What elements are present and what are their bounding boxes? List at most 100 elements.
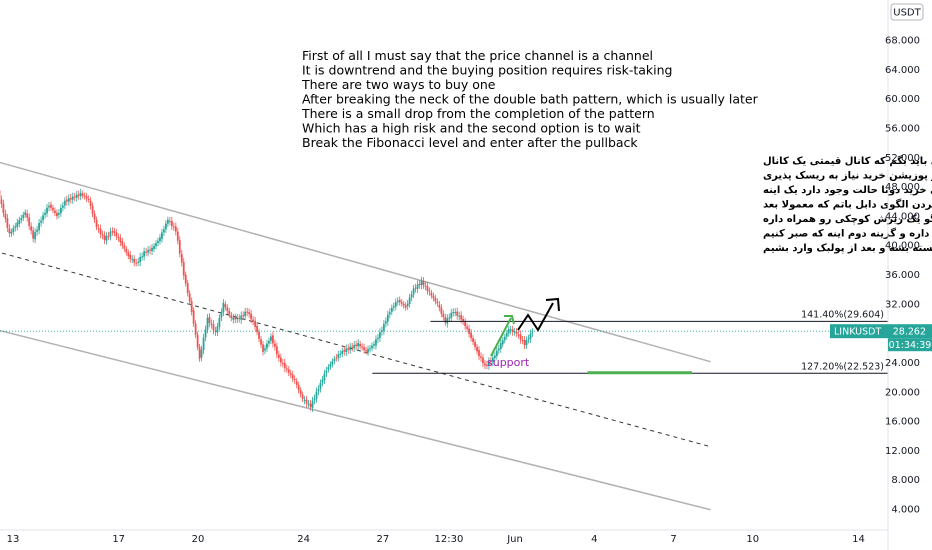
candle-body — [252, 319, 255, 322]
candle-body — [398, 299, 401, 303]
candle-body — [484, 363, 486, 366]
candle-body — [406, 303, 409, 307]
candle-body — [268, 340, 270, 344]
candle-body — [353, 345, 356, 349]
candle-body — [365, 350, 367, 352]
candle-body — [246, 311, 249, 313]
candle-body — [172, 226, 175, 228]
candle-body — [392, 306, 395, 308]
candle-body — [262, 344, 264, 352]
candle-body — [180, 253, 183, 263]
candle-body — [404, 305, 407, 308]
candle-body — [373, 344, 375, 346]
candle-body — [424, 285, 427, 287]
candle-body — [476, 346, 478, 352]
channel-layer — [0, 161, 711, 511]
candle-body — [28, 217, 31, 226]
candle-body — [438, 304, 441, 308]
candle-body — [4, 213, 7, 219]
candle-body — [184, 274, 187, 284]
price-tick-label: 64.000 — [885, 65, 920, 76]
candle-body — [434, 297, 437, 302]
candle-body — [24, 212, 27, 215]
candle-body — [499, 343, 502, 349]
candle-body — [511, 329, 514, 333]
time-tick-label: 7 — [670, 534, 676, 545]
candle-body — [93, 213, 96, 220]
candle-body — [14, 226, 17, 228]
candle-body — [105, 236, 108, 241]
time-tick-label: 24 — [297, 534, 310, 545]
candle-body — [248, 312, 251, 315]
candle-body — [339, 353, 342, 355]
candle-body — [52, 207, 54, 211]
candle-body — [386, 314, 389, 322]
candle-body — [517, 334, 520, 336]
candle-body — [242, 315, 245, 317]
candle-body — [384, 321, 387, 324]
candle-body — [63, 200, 66, 206]
candle-body — [272, 335, 274, 344]
candle-body — [285, 368, 288, 370]
candle-body — [54, 210, 56, 214]
note-english-line: Which has a high risk and the second opt… — [302, 121, 641, 136]
candle-body — [295, 381, 298, 385]
annot-layer: 141.40%(29.604) 127.20%(22.523) support — [0, 297, 888, 375]
candle-body — [319, 382, 322, 389]
candle-body — [236, 317, 239, 320]
candle-body — [357, 343, 360, 347]
candle-body — [8, 228, 11, 234]
candle-body — [222, 302, 225, 313]
candle-body — [75, 194, 78, 198]
candle-body — [474, 342, 476, 348]
channel-lower-line — [0, 329, 711, 511]
candle-body — [216, 326, 219, 333]
candle-body — [129, 254, 132, 259]
candle-body — [440, 307, 443, 314]
time-axis[interactable]: 13 17 20 24 27 12:30 Jun 4 7 10 14 — [0, 529, 888, 545]
candle-body — [488, 361, 490, 366]
candle-body — [196, 334, 199, 348]
candle-body — [273, 343, 276, 347]
candle-body — [327, 367, 330, 370]
candle-body — [281, 362, 284, 364]
candle-body — [480, 356, 482, 358]
candle-body — [482, 357, 484, 364]
candle-body — [12, 228, 15, 233]
candle-body — [123, 245, 126, 249]
candle-body — [18, 219, 21, 224]
note-persian-line: بعد از شکست گردن الگوی دابل باتم که معمو… — [763, 198, 932, 211]
candle-body — [349, 346, 352, 351]
candle-body — [414, 287, 417, 289]
candle-body — [275, 346, 278, 355]
candle-body — [426, 286, 429, 291]
candle-body — [495, 350, 498, 357]
candle-body — [107, 235, 110, 237]
candle-body — [331, 361, 334, 365]
candle-body — [119, 237, 122, 243]
price-tick-label: 32.000 — [885, 299, 920, 310]
price-tick-label: 8.000 — [891, 475, 920, 486]
candle-body — [115, 232, 118, 237]
candle-body — [527, 338, 530, 340]
candle-body — [87, 199, 90, 201]
candle-body — [83, 195, 86, 197]
candle-body — [402, 303, 405, 306]
price-tick-label: 20.000 — [885, 387, 920, 398]
candle-body — [188, 293, 191, 302]
candle-body — [501, 340, 504, 345]
candle-body — [176, 231, 179, 241]
candle-body — [101, 234, 104, 236]
candle-body — [464, 321, 467, 327]
candle-body — [56, 212, 58, 217]
text-layer: First of all I must say that the price c… — [301, 48, 932, 254]
time-tick-label: 17 — [112, 534, 125, 545]
support-label: support — [487, 356, 530, 369]
candle-body — [333, 359, 336, 362]
candle-body — [493, 355, 496, 359]
price-axis[interactable]: 68.000 64.000 60.000 56.000 52.000 48.000 44.0… — [830, 0, 932, 550]
candle-body — [371, 345, 373, 349]
note-persian-line: تراز فیبوناچی شکسته بشه و بعد از پولبک و… — [763, 243, 932, 254]
candle-body — [390, 307, 393, 312]
